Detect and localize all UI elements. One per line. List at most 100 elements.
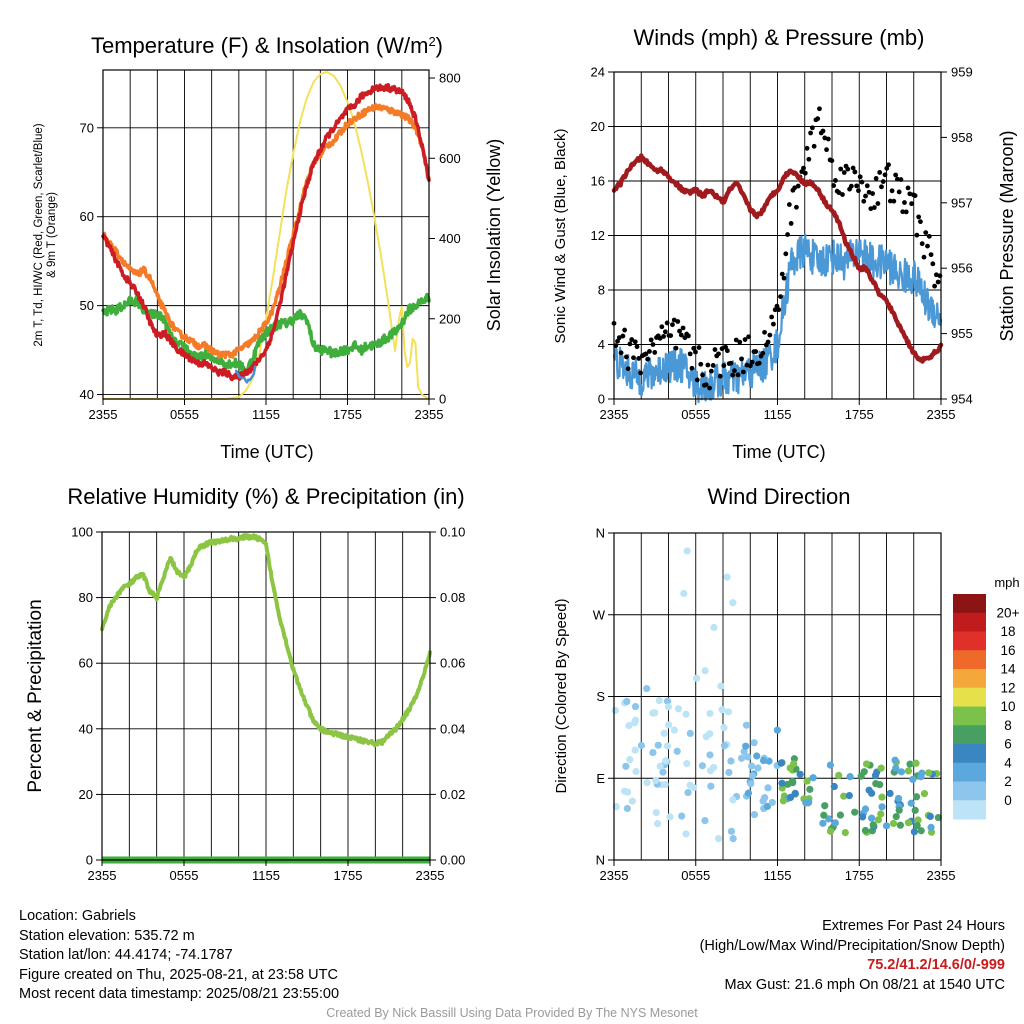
y-axis-label: Sonic Wind & Gust (Blue, Black) bbox=[552, 128, 569, 343]
y-tick-label: 40 bbox=[79, 721, 93, 736]
gust-point bbox=[694, 377, 700, 383]
series-9m-temperature bbox=[101, 103, 431, 360]
legend-swatch bbox=[953, 631, 986, 651]
gust-point bbox=[691, 345, 697, 351]
direction-point bbox=[763, 802, 771, 811]
y-tick-label: S bbox=[596, 689, 605, 704]
direction-point bbox=[660, 729, 668, 737]
legend-swatch bbox=[953, 594, 986, 614]
extremes-title: Extremes For Past 24 Hours bbox=[822, 918, 1005, 934]
legend-label: 20+ bbox=[997, 605, 1020, 620]
y-tick-label: 100 bbox=[71, 525, 93, 540]
gust-point bbox=[652, 350, 658, 355]
gust-point bbox=[634, 344, 640, 350]
gust-point bbox=[896, 189, 902, 195]
direction-point bbox=[729, 835, 737, 843]
y-axis-label-line2: & 9m T (Orange) bbox=[46, 192, 58, 278]
gust-point bbox=[629, 337, 635, 342]
y2-tick-label: 600 bbox=[439, 151, 461, 166]
x-tick-label: 2355 bbox=[89, 407, 118, 422]
direction-point bbox=[918, 769, 926, 777]
station-elevation: Station elevation: 535.72 m bbox=[19, 927, 195, 944]
gust-point bbox=[675, 319, 681, 324]
gust-point bbox=[620, 333, 626, 339]
direction-point bbox=[623, 697, 631, 706]
gust-point bbox=[926, 233, 932, 239]
gust-point bbox=[739, 356, 744, 362]
gust-point bbox=[891, 198, 897, 204]
gust-point bbox=[833, 178, 838, 183]
gust-point bbox=[863, 193, 868, 199]
direction-point bbox=[909, 775, 917, 784]
y2-tick-label: 800 bbox=[439, 71, 461, 86]
y-axis-label: Direction (Colored By Speed) bbox=[553, 598, 570, 793]
x-tick-label: 2355 bbox=[415, 407, 444, 422]
direction-point bbox=[906, 760, 914, 768]
direction-point bbox=[649, 748, 657, 757]
gust-point bbox=[928, 252, 934, 258]
legend-label: 4 bbox=[1004, 755, 1012, 770]
legend-label: 18 bbox=[1000, 624, 1015, 639]
gust-point bbox=[918, 219, 923, 225]
direction-point bbox=[861, 805, 870, 813]
direction-point bbox=[643, 779, 651, 787]
direction-point bbox=[786, 793, 795, 802]
gust-point bbox=[795, 183, 801, 189]
extremes-values: 75.2/41.2/14.6/0/-999 bbox=[867, 957, 1005, 973]
legend-swatch bbox=[953, 781, 986, 801]
direction-point bbox=[912, 759, 920, 767]
direction-point bbox=[682, 710, 690, 718]
gust-point bbox=[856, 188, 861, 194]
gust-point bbox=[735, 372, 741, 378]
legend-label: 0 bbox=[1004, 793, 1012, 808]
max-gust: Max Gust: 21.6 mph On 08/21 at 1540 UTC bbox=[724, 976, 1005, 993]
gust-point bbox=[728, 360, 734, 366]
y-tick-label: N bbox=[596, 853, 605, 868]
direction-point bbox=[737, 754, 746, 762]
direction-point bbox=[895, 806, 903, 814]
figure-created: Figure created on Thu, 2025-08-21, at 23… bbox=[19, 966, 338, 983]
direction-point bbox=[904, 767, 913, 775]
legend-label: 16 bbox=[1000, 643, 1015, 658]
station-info: Location: Gabriels Station elevation: 53… bbox=[19, 907, 339, 1005]
gust-point bbox=[914, 232, 920, 238]
direction-point bbox=[920, 790, 929, 798]
gust-point bbox=[916, 214, 922, 220]
direction-point bbox=[789, 779, 797, 787]
series-heat-index-wind-chill bbox=[234, 365, 257, 384]
gust-point bbox=[778, 294, 783, 299]
y2-tick-label: 0.06 bbox=[440, 656, 465, 671]
gust-point bbox=[809, 125, 815, 131]
y2-axis-label-text: Station Pressure (Maroon) bbox=[997, 130, 1017, 341]
gust-point bbox=[643, 351, 649, 357]
gust-point bbox=[854, 183, 860, 189]
legend-swatch bbox=[953, 725, 986, 745]
gust-point bbox=[746, 334, 752, 340]
gust-point bbox=[693, 349, 698, 355]
direction-point bbox=[904, 819, 913, 827]
gust-point bbox=[880, 179, 886, 184]
direction-point bbox=[861, 826, 870, 835]
gust-point bbox=[747, 363, 753, 369]
gust-point bbox=[811, 143, 817, 149]
gust-point bbox=[632, 339, 638, 345]
direction-point bbox=[846, 773, 854, 781]
x-tick-label: 1755 bbox=[333, 407, 362, 422]
legend-swatch bbox=[953, 800, 986, 820]
gust-point bbox=[733, 337, 739, 343]
direction-point bbox=[663, 697, 672, 705]
direction-point bbox=[878, 793, 886, 801]
gust-point bbox=[802, 170, 808, 176]
direction-point bbox=[851, 808, 859, 816]
gust-point bbox=[820, 128, 826, 134]
gust-point bbox=[730, 372, 736, 378]
gust-point bbox=[724, 348, 730, 354]
direction-point bbox=[910, 828, 918, 836]
gust-point bbox=[903, 209, 909, 215]
direction-point bbox=[820, 811, 828, 819]
direction-point bbox=[659, 768, 667, 776]
gust-point bbox=[756, 360, 762, 366]
legend-label: 10 bbox=[1000, 699, 1015, 714]
gust-point bbox=[893, 172, 899, 178]
